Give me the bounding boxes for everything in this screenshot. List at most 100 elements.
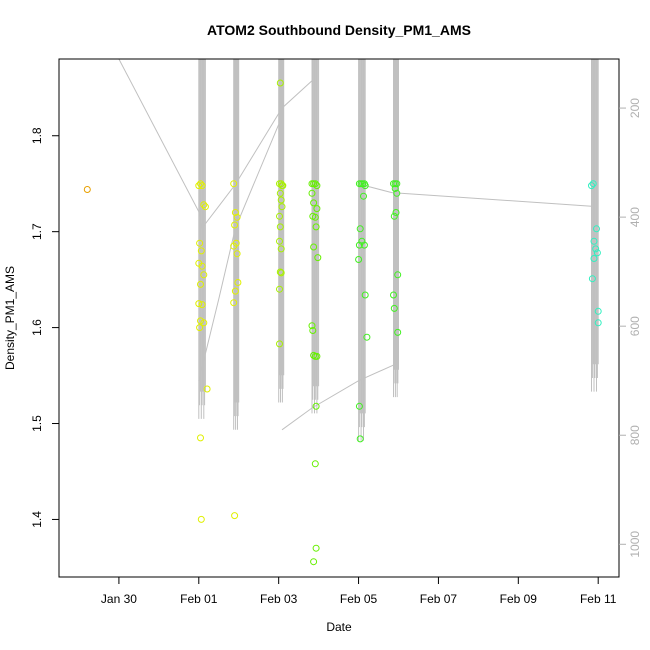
data-point [355, 402, 363, 410]
data-point [198, 301, 206, 309]
data-point [310, 351, 318, 359]
y-tick-label: 1.5 [30, 415, 44, 432]
data-point [277, 196, 285, 204]
x-tick-label: Feb 11 [580, 592, 617, 606]
data-point [311, 213, 319, 221]
data-point [310, 243, 318, 251]
trace-line [281, 363, 396, 431]
y-tick-label: 1.8 [30, 127, 44, 144]
data-point [355, 256, 363, 263]
data-point [230, 180, 238, 188]
data-point [276, 223, 284, 231]
data-point [276, 285, 283, 293]
data-point [313, 182, 321, 190]
right-axis: 200 400 600 800 1000 [619, 98, 642, 558]
data-point [390, 212, 398, 220]
trace-line [360, 183, 592, 207]
data-point [590, 255, 598, 262]
data-point [363, 333, 371, 341]
data-point [231, 512, 239, 520]
data-point [356, 225, 364, 233]
data-point [197, 280, 204, 288]
data-point [355, 241, 363, 249]
x-tick-label: Feb 07 [420, 592, 458, 606]
data-point [588, 182, 595, 190]
data-point [231, 221, 239, 229]
trace-lines [59, 58, 599, 441]
data-point [196, 239, 204, 247]
data-point [309, 327, 317, 334]
data-point [310, 199, 318, 207]
data-point [203, 385, 211, 393]
right-tick-label: 1000 [628, 531, 642, 558]
right-tick-label: 200 [628, 98, 642, 118]
y-tick-label: 1.7 [30, 223, 44, 240]
data-point [312, 223, 320, 231]
trace-line [198, 124, 280, 381]
right-tick-label: 600 [628, 316, 642, 336]
x-axis: Jan 30 Feb 01 Feb 03 Feb 05 Feb 07 Feb 09 Feb … [101, 577, 617, 606]
x-tick-label: Feb 03 [260, 592, 298, 606]
data-point [594, 307, 602, 315]
data-point [233, 213, 241, 221]
plot-frame [58, 58, 620, 578]
data-point [594, 319, 602, 327]
data-point [276, 340, 283, 348]
right-tick-label: 400 [628, 207, 642, 227]
data-point [201, 203, 209, 211]
data-point [230, 242, 238, 250]
x-tick-label: Feb 05 [340, 592, 378, 606]
data-point [311, 460, 319, 468]
data-point [312, 402, 320, 410]
data-point [360, 192, 367, 200]
data-point [312, 544, 320, 552]
data-point [310, 558, 318, 566]
data-point [356, 435, 364, 443]
x-tick-label: Jan 30 [101, 592, 137, 606]
data-point [197, 180, 204, 188]
data-point [392, 209, 400, 216]
data-point [200, 201, 208, 209]
data-point [276, 189, 284, 197]
data-point [308, 189, 316, 197]
x-tick-label: Feb 09 [500, 592, 538, 606]
data-point [197, 247, 205, 255]
data-point [391, 185, 399, 192]
data-point [197, 434, 204, 442]
y-tick-label: 1.4 [30, 511, 44, 528]
trace-line [59, 58, 313, 230]
data-point [233, 250, 241, 258]
data-point [234, 279, 242, 286]
data-point [393, 180, 401, 188]
data-point [393, 189, 401, 197]
data-point [276, 212, 283, 220]
data-point [592, 245, 600, 253]
data-point [276, 268, 284, 276]
x-tick-label: Feb 01 [180, 592, 218, 606]
data-point [279, 182, 287, 190]
data-point [308, 322, 316, 330]
data-point [278, 203, 286, 211]
data-point [200, 271, 208, 279]
data-point [198, 262, 206, 270]
data-point [588, 275, 596, 283]
data-point [593, 249, 601, 257]
data-point [196, 324, 204, 332]
data-point [277, 245, 285, 253]
y-axis: 1.4 1.5 1.6 1.7 1.8 [30, 127, 59, 528]
data-point [198, 182, 206, 190]
data-point [394, 271, 402, 279]
data-point [394, 328, 402, 336]
data-point [277, 269, 285, 277]
data-point [195, 300, 203, 308]
data-point [590, 237, 598, 245]
data-point [313, 352, 321, 360]
y-tick-label: 1.6 [30, 319, 44, 336]
data-point [390, 291, 397, 299]
right-tick-label: 800 [628, 425, 642, 445]
data-point [361, 182, 369, 190]
data-point [390, 304, 398, 312]
data-point [361, 291, 369, 299]
data-point [311, 180, 319, 188]
y-axis-label: Density_PM1_AMS [3, 266, 17, 370]
